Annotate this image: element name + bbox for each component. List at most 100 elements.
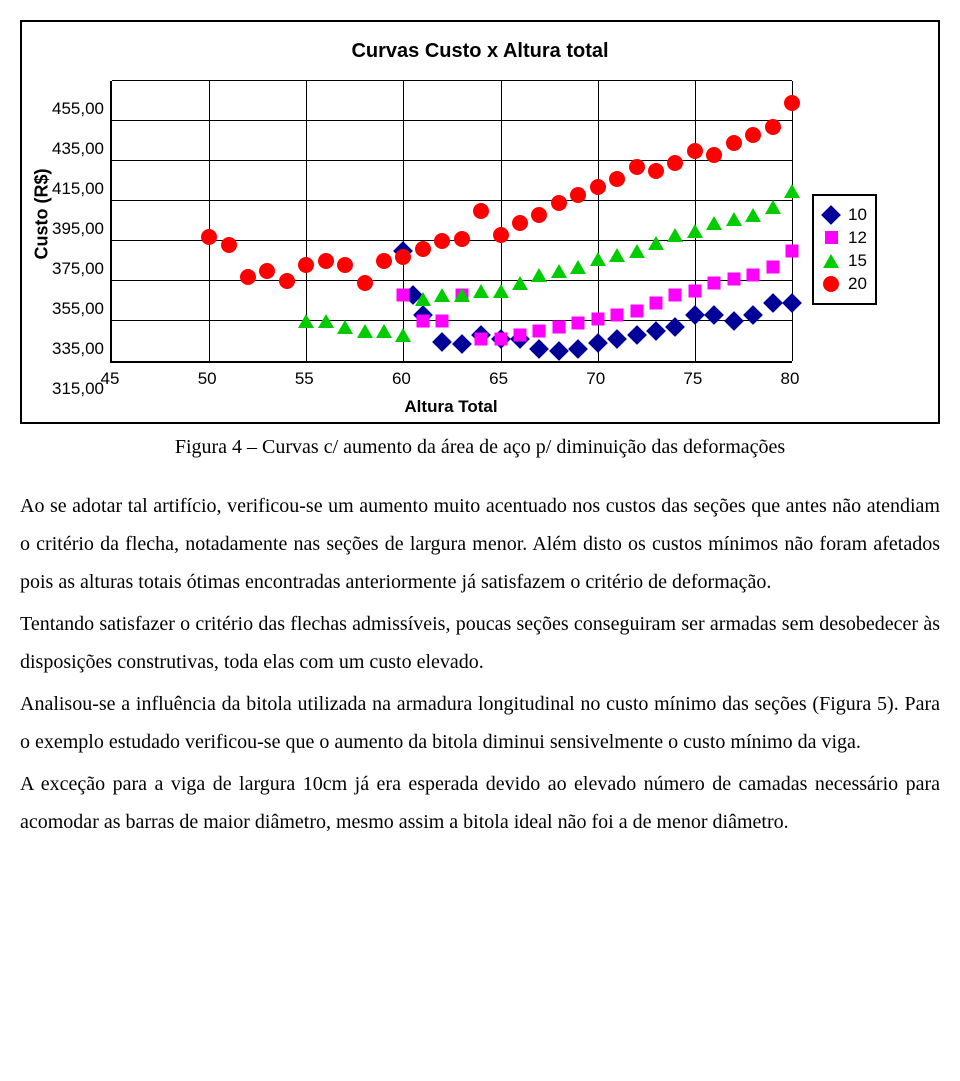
data-point	[436, 315, 449, 328]
legend-label: 10	[848, 205, 867, 225]
legend-label: 12	[848, 228, 867, 248]
data-point	[298, 257, 314, 273]
data-point	[821, 205, 841, 225]
data-point	[687, 143, 703, 159]
data-point	[704, 305, 724, 325]
gridline	[792, 81, 793, 361]
legend-item: 12	[822, 228, 867, 248]
y-axis-label: Custo (R$)	[32, 239, 53, 259]
chart-body: Custo (R$) 455,00435,00415,00395,00375,0…	[32, 81, 928, 417]
data-point	[588, 333, 608, 353]
data-point	[376, 253, 392, 269]
data-point	[551, 195, 567, 211]
data-point	[493, 284, 509, 298]
data-point	[357, 324, 373, 338]
paragraph: Analisou-se a influência da bitola utili…	[20, 685, 940, 761]
data-point	[688, 285, 701, 298]
data-point	[530, 339, 550, 359]
data-point	[259, 263, 275, 279]
data-point	[512, 276, 528, 290]
data-point	[823, 276, 839, 292]
data-point	[432, 332, 452, 352]
data-point	[572, 317, 585, 330]
x-axis-label: Altura Total	[110, 397, 792, 417]
data-point	[454, 288, 470, 302]
data-point	[687, 224, 703, 238]
data-point	[669, 289, 682, 302]
data-point	[568, 339, 588, 359]
data-point	[473, 284, 489, 298]
data-point	[648, 236, 664, 250]
data-point	[766, 261, 779, 274]
data-point	[590, 179, 606, 195]
data-point	[357, 275, 373, 291]
data-point	[318, 253, 334, 269]
data-point	[434, 288, 450, 302]
data-point	[240, 269, 256, 285]
data-point	[607, 329, 627, 349]
data-point	[747, 269, 760, 282]
data-point	[512, 215, 528, 231]
data-point	[570, 260, 586, 274]
data-point	[609, 171, 625, 187]
data-point	[551, 264, 567, 278]
chart-frame: Curvas Custo x Altura total Custo (R$) 4…	[20, 20, 940, 424]
data-point	[454, 231, 470, 247]
data-point	[570, 187, 586, 203]
gridline	[112, 120, 792, 121]
legend-item: 15	[822, 251, 867, 271]
page: Curvas Custo x Altura total Custo (R$) 4…	[0, 0, 960, 865]
x-axis-ticks: 4550556065707580	[110, 369, 790, 389]
paragraph: A exceção para a viga de largura 10cm já…	[20, 765, 940, 841]
plot-wrap: 4550556065707580 Altura Total	[110, 81, 792, 417]
data-point	[706, 216, 722, 230]
data-point	[685, 305, 705, 325]
data-point	[782, 293, 802, 313]
data-point	[473, 203, 489, 219]
data-point	[765, 119, 781, 135]
y-axis-ticks: 455,00435,00415,00395,00375,00355,00335,…	[52, 109, 110, 389]
data-point	[611, 309, 624, 322]
data-point	[397, 289, 410, 302]
legend-label: 20	[848, 274, 867, 294]
data-point	[745, 127, 761, 143]
paragraph: Ao se adotar tal artifício, verificou-se…	[20, 487, 940, 601]
data-point	[825, 231, 838, 244]
data-point	[201, 229, 217, 245]
plot-area	[110, 81, 792, 363]
data-point	[745, 208, 761, 222]
data-point	[726, 212, 742, 226]
data-point	[743, 305, 763, 325]
data-point	[765, 200, 781, 214]
gridline	[112, 80, 792, 81]
data-point	[415, 292, 431, 306]
gridline	[209, 81, 210, 361]
data-point	[452, 334, 472, 354]
data-point	[549, 341, 569, 361]
data-point	[627, 325, 647, 345]
data-point	[823, 254, 839, 268]
data-point	[648, 163, 664, 179]
data-point	[514, 329, 527, 342]
data-point	[434, 233, 450, 249]
data-point	[494, 333, 507, 346]
data-point	[533, 325, 546, 338]
data-point	[629, 244, 645, 258]
data-point	[629, 159, 645, 175]
data-point	[784, 184, 800, 198]
data-point	[784, 95, 800, 111]
data-point	[337, 320, 353, 334]
data-point	[416, 315, 429, 328]
gridline	[112, 200, 792, 201]
data-point	[763, 293, 783, 313]
data-point	[724, 311, 744, 331]
data-point	[708, 277, 721, 290]
data-point	[376, 324, 392, 338]
gridline	[112, 280, 792, 281]
data-point	[646, 321, 666, 341]
data-point	[786, 245, 799, 258]
data-point	[591, 313, 604, 326]
paragraph: Tentando satisfazer o critério das flech…	[20, 605, 940, 681]
data-point	[475, 333, 488, 346]
legend: 10 12 15 20	[812, 194, 877, 305]
